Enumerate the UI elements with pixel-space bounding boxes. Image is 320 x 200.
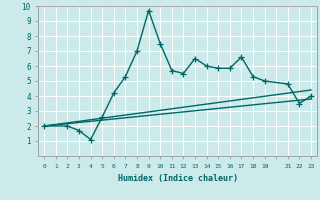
X-axis label: Humidex (Indice chaleur): Humidex (Indice chaleur) bbox=[118, 174, 238, 183]
